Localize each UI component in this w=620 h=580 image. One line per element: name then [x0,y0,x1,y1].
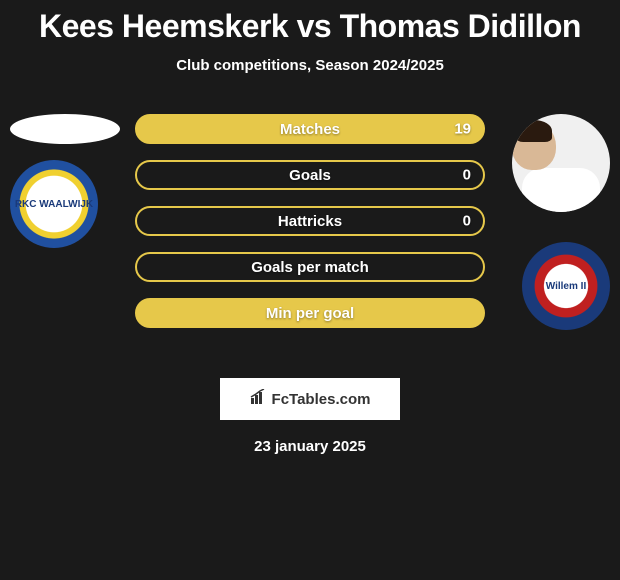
stat-label: Hattricks [278,213,342,230]
left-player-col: RKC WAALWIJK [10,114,125,248]
stat-row-goals: Goals 0 [135,160,485,190]
brand-label: FcTables.com [272,391,371,408]
left-club-badge: RKC WAALWIJK [10,160,98,248]
main-row: RKC WAALWIJK Matches 19 Goals 0 Hattrick… [0,114,620,330]
stat-label: Goals [289,167,331,184]
date-footer: 23 january 2025 [0,438,620,455]
right-player-col: Willem II [495,114,610,330]
left-club-badge-label: RKC WAALWIJK [15,199,93,210]
stat-label: Goals per match [251,259,369,276]
avatar-head-shape [512,122,556,170]
stat-row-matches: Matches 19 [135,114,485,144]
avatar-hair-shape [516,120,552,142]
stat-row-hattricks: Hattricks 0 [135,206,485,236]
subtitle: Club competitions, Season 2024/2025 [0,57,620,74]
right-club-badge-label: Willem II [546,281,586,292]
chart-bars-icon [250,389,268,410]
right-player-avatar [512,114,610,212]
stat-label: Min per goal [266,305,354,322]
comparison-card: Kees Heemskerk vs Thomas Didillon Club c… [0,0,620,580]
stat-right-value: 0 [463,167,471,184]
stat-right-value: 0 [463,213,471,230]
stat-right-value: 19 [454,121,471,138]
page-title: Kees Heemskerk vs Thomas Didillon [0,0,620,45]
right-club-badge: Willem II [522,242,610,330]
stats-column: Matches 19 Goals 0 Hattricks 0 Goals per… [125,114,495,328]
stat-label: Matches [280,121,340,138]
avatar-body-shape [522,168,600,212]
left-player-avatar-placeholder [10,114,120,144]
brand-box: FcTables.com [220,378,400,420]
stat-row-min-per-goal: Min per goal [135,298,485,328]
stat-row-goals-per-match: Goals per match [135,252,485,282]
